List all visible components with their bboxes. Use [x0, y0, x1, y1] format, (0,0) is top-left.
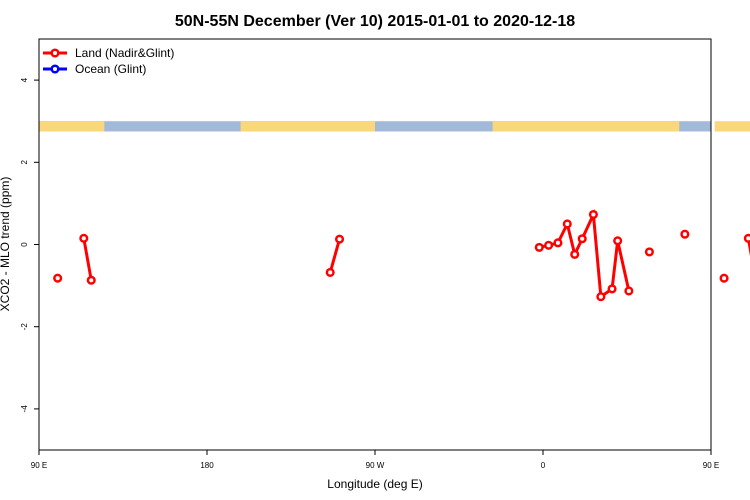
data-point: [334, 234, 345, 244]
x-tick-label: 90 E: [703, 461, 719, 470]
data-point: [588, 209, 598, 220]
data-point: [607, 284, 617, 294]
x-axis: 90 E 180 90 W 0 90 E: [31, 450, 719, 470]
data-point: [596, 292, 606, 302]
land-band: [492, 121, 680, 132]
series-line: [538, 208, 631, 300]
x-tick-label: 90 E: [31, 461, 47, 470]
data-point: [86, 275, 96, 285]
data-point: [79, 233, 89, 243]
y-tick-label: 0: [20, 242, 29, 247]
y-axis-label: XCO2 - MLO trend (ppm): [0, 177, 12, 312]
y-axis: -4 -2 0 2 4: [20, 77, 39, 412]
data-point: [743, 233, 750, 243]
legend-label: Ocean (Glint): [75, 62, 146, 76]
series-line: [328, 238, 341, 273]
x-tick-label: 180: [200, 461, 214, 470]
data-point: [719, 273, 729, 283]
y-tick-label: -4: [20, 405, 29, 413]
data-point: [644, 247, 654, 257]
chart-title: 50N-55N December (Ver 10) 2015-01-01 to …: [175, 13, 575, 30]
legend-marker: [50, 48, 60, 58]
data-point: [680, 229, 690, 239]
land-band: [39, 121, 105, 132]
land-band: [714, 121, 750, 132]
series-layer: [53, 208, 750, 302]
series-line: [82, 238, 93, 281]
data-point: [553, 238, 563, 248]
plot-frame: [38, 38, 712, 451]
data-point: [562, 219, 572, 229]
land-band: [240, 121, 375, 132]
legend-marker: [50, 64, 60, 74]
y-tick-label: 2: [20, 160, 29, 165]
y-tick-label: -2: [20, 323, 29, 331]
data-point: [544, 240, 554, 250]
legend-label: Land (Nadir&Glint): [75, 46, 174, 60]
data-point: [613, 236, 623, 246]
data-point: [325, 267, 335, 277]
data-point: [624, 286, 634, 296]
land-ocean-strip: [39, 121, 750, 132]
x-axis-label: Longitude (deg E): [327, 477, 422, 491]
x-tick-label: 90 W: [366, 461, 385, 470]
series-0: [53, 208, 750, 302]
data-point: [534, 242, 544, 252]
data-point: [53, 273, 63, 283]
x-tick-label: 0: [541, 461, 546, 470]
y-tick-label: 4: [20, 77, 29, 82]
data-point: [570, 249, 580, 259]
data-point: [577, 234, 587, 244]
legend: Land (Nadir&Glint) Ocean (Glint): [43, 46, 174, 76]
